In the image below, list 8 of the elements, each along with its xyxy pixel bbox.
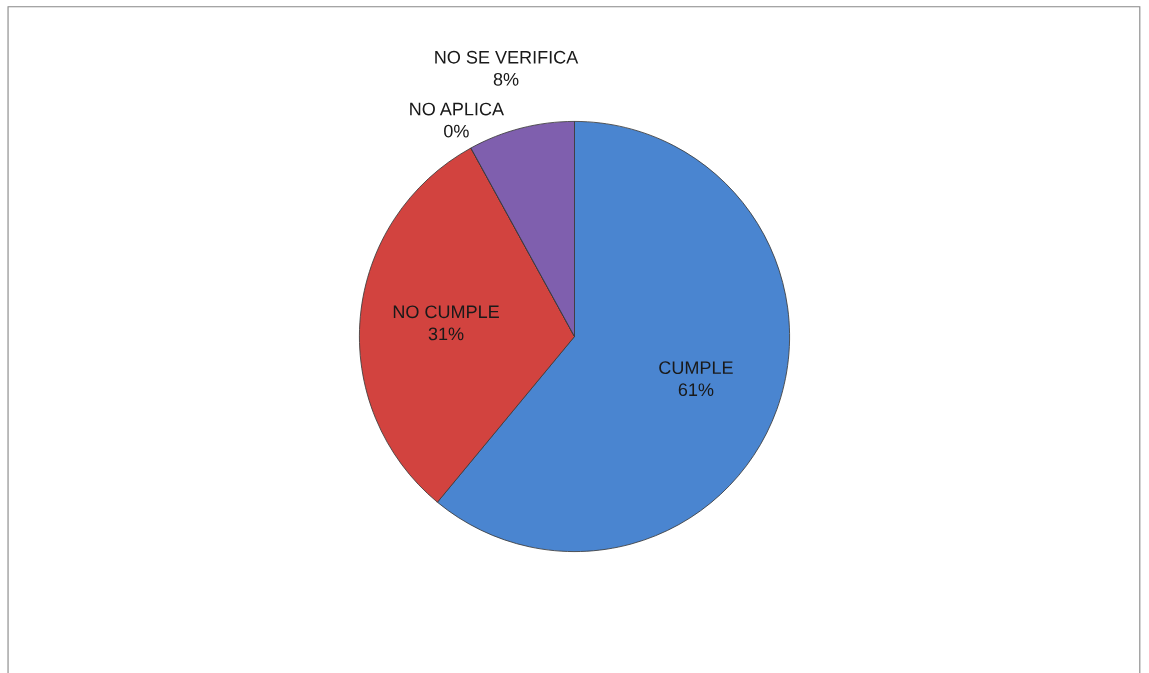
category-label: NO APLICA — [410, 102, 504, 116]
slice-label: NO SE VERIFICA — [435, 50, 579, 64]
data-label: 8% — [493, 72, 519, 86]
data-label: 61% — [678, 383, 714, 397]
slice-label: CUMPLE — [659, 361, 733, 375]
data-label: 31% — [428, 327, 464, 341]
text: 0% — [444, 124, 469, 138]
slice-label: NO CUMPLE — [393, 305, 499, 319]
